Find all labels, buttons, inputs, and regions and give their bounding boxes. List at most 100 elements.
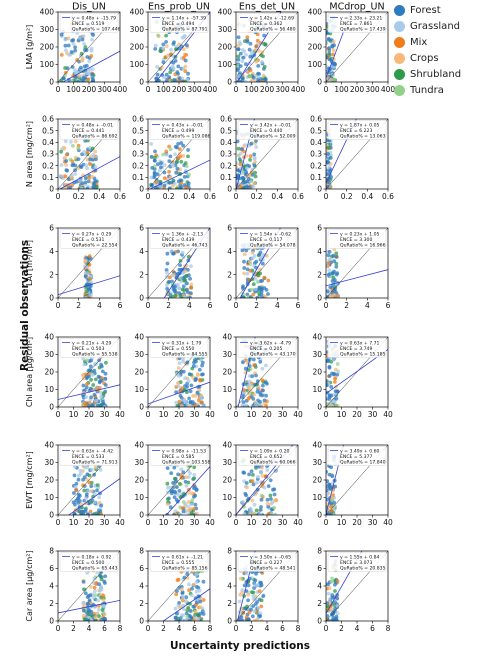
data-point	[95, 483, 100, 487]
data-point	[165, 481, 170, 486]
legend-marker-shrubland	[394, 68, 405, 80]
data-point	[154, 76, 159, 81]
data-point	[90, 467, 94, 472]
data-point	[254, 139, 258, 143]
x-tick-label: 400	[381, 85, 396, 94]
data-point	[254, 402, 258, 407]
data-point	[196, 617, 200, 621]
fit-equation: y = 3.62x + -4.79	[250, 340, 291, 346]
x-tick-label: 20	[352, 410, 362, 419]
data-point	[187, 273, 191, 278]
x-tick-label: 4	[177, 624, 182, 633]
data-point	[155, 172, 160, 177]
x-tick-label: 30	[368, 518, 378, 527]
data-point	[175, 166, 180, 171]
data-point	[88, 277, 92, 281]
data-point	[185, 384, 190, 389]
data-point	[192, 476, 197, 481]
data-point	[254, 145, 259, 149]
data-point	[179, 396, 184, 400]
data-point	[167, 275, 172, 280]
data-point	[88, 364, 93, 369]
data-point	[165, 502, 170, 506]
data-point	[153, 47, 158, 51]
ence-value: ENCE = 0.531	[72, 237, 104, 243]
data-point	[150, 183, 155, 188]
data-point	[334, 261, 339, 266]
data-point	[326, 614, 330, 618]
data-point	[93, 465, 98, 469]
data-point	[254, 373, 258, 378]
x-tick-label: 0	[324, 192, 329, 201]
y-tick-label: 0	[227, 294, 232, 303]
data-point	[244, 481, 249, 485]
data-point	[260, 393, 264, 398]
data-point	[153, 43, 158, 48]
data-point	[248, 506, 253, 511]
data-point	[58, 174, 63, 178]
data-point	[327, 374, 332, 378]
data-point	[176, 142, 181, 146]
y-tick-label: 30	[222, 458, 232, 467]
data-point	[164, 79, 169, 82]
data-point	[263, 42, 268, 47]
data-point	[335, 389, 340, 394]
data-point	[176, 381, 180, 385]
data-point	[262, 275, 267, 280]
data-point	[326, 488, 329, 493]
data-point	[73, 45, 77, 50]
quratio-value: QuRatio% = 60.066	[250, 459, 296, 465]
data-point	[247, 385, 252, 390]
data-point	[159, 80, 164, 82]
data-point	[173, 144, 178, 149]
data-point	[249, 142, 254, 146]
data-point	[84, 385, 89, 390]
quratio-value: QuRatio% = 17.439	[340, 26, 386, 32]
data-point	[238, 592, 243, 597]
data-point	[194, 572, 199, 577]
data-point	[254, 618, 259, 621]
scatter-points	[58, 138, 99, 189]
data-point	[190, 405, 195, 407]
data-point	[193, 609, 198, 614]
data-point	[254, 259, 259, 264]
data-point	[329, 294, 333, 298]
data-point	[184, 475, 189, 480]
data-point	[186, 606, 191, 610]
plot-frame	[325, 227, 389, 299]
data-point	[173, 606, 178, 611]
x-tick-label: 0	[234, 624, 239, 633]
data-point	[269, 497, 273, 501]
data-point	[102, 579, 107, 584]
data-point	[326, 272, 331, 277]
y-tick-label: 40	[134, 441, 144, 450]
y-tick-label: 30	[44, 350, 54, 359]
data-point	[81, 356, 86, 361]
figure-y-axis-label: Residual observations	[19, 239, 31, 371]
data-point	[326, 601, 330, 605]
scatter-points	[59, 22, 96, 82]
data-point	[177, 147, 182, 152]
data-point	[254, 44, 259, 48]
data-point	[189, 383, 194, 388]
data-point	[175, 578, 180, 582]
scatter-points	[165, 460, 199, 515]
data-point	[236, 146, 241, 151]
data-point	[326, 253, 331, 258]
data-point	[175, 404, 180, 407]
data-point	[103, 371, 108, 376]
x-tick-label: 30	[100, 518, 110, 527]
data-point	[236, 165, 239, 170]
data-point	[153, 149, 157, 154]
data-point	[181, 153, 186, 158]
data-point	[176, 282, 180, 287]
y-tick-label: 4	[317, 247, 322, 256]
fit-line	[326, 119, 357, 184]
data-point	[184, 53, 189, 57]
data-point	[171, 42, 176, 46]
data-point	[256, 475, 260, 479]
data-point	[82, 64, 87, 69]
data-point	[333, 589, 337, 593]
